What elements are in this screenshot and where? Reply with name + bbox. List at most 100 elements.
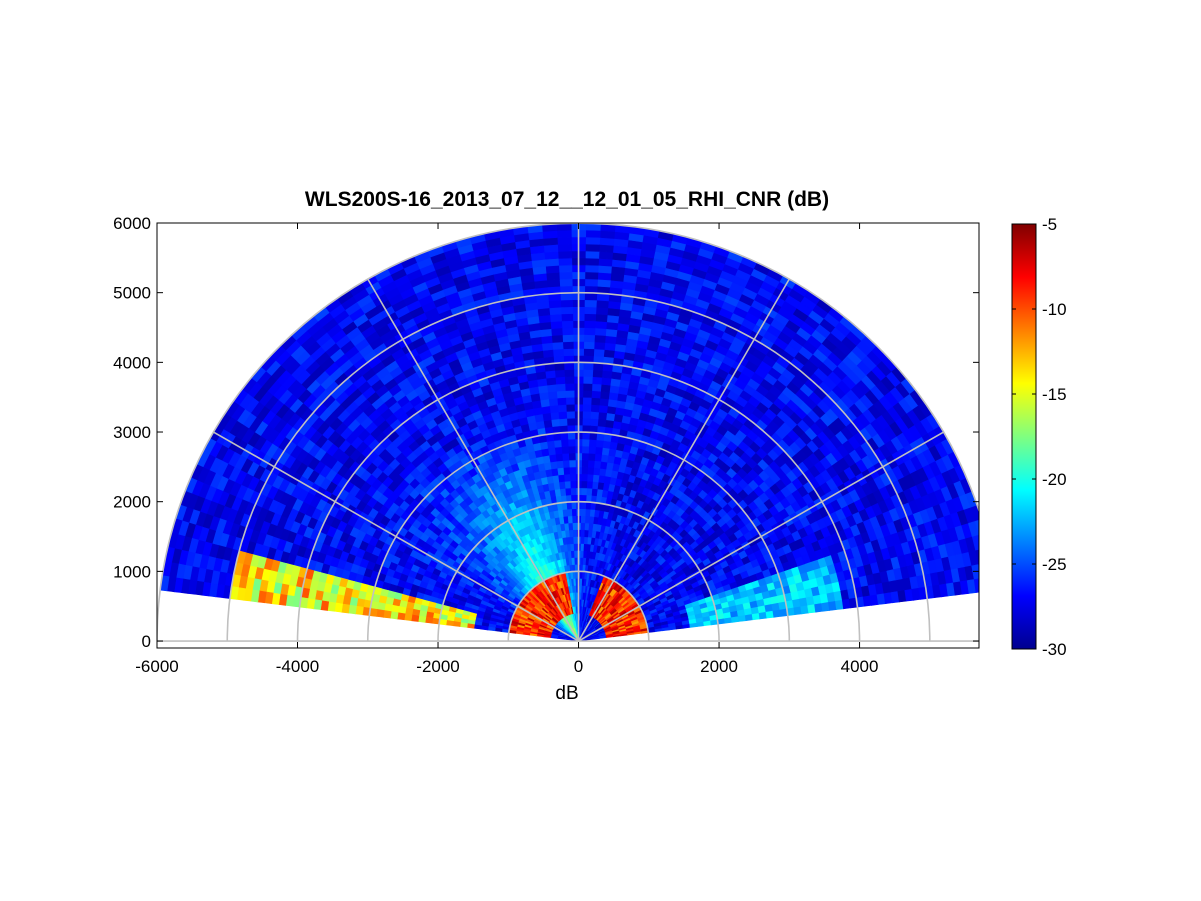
cnr-cell <box>547 390 558 400</box>
cnr-cell <box>585 229 601 238</box>
cnr-cell <box>567 438 576 447</box>
cnr-cell <box>555 460 564 469</box>
cnr-cell <box>559 278 573 287</box>
cnr-cell <box>563 369 575 377</box>
cnr-cell <box>557 474 565 483</box>
cnr-cell <box>585 501 592 510</box>
cnr-cell <box>585 243 600 252</box>
cnr-cell <box>584 299 597 308</box>
cnr-cell <box>410 614 420 622</box>
spoke-line <box>367 278 580 642</box>
cnr-cell <box>584 250 600 259</box>
cnr-cell <box>580 529 585 538</box>
spoke-line <box>578 431 944 642</box>
cnr-cell <box>587 452 596 461</box>
cnr-cell <box>974 519 979 535</box>
cnr-cell <box>584 271 599 280</box>
cnr-cell <box>584 508 591 517</box>
cnr-cell <box>580 480 588 489</box>
cnr-cell <box>601 369 613 379</box>
cnr-cell <box>568 466 576 475</box>
cnr-cell <box>549 404 559 414</box>
cnr-cell <box>602 440 611 449</box>
cnr-cell <box>590 397 601 406</box>
cnr-cell <box>568 452 576 461</box>
cnr-cell <box>598 467 607 477</box>
cnr-cell <box>558 264 573 273</box>
cnr-cell <box>580 487 587 496</box>
cnr-cell <box>553 439 562 448</box>
cnr-cell <box>424 616 434 624</box>
cnr-cell <box>562 348 574 357</box>
cnr-cell <box>581 445 590 454</box>
cnr-cell <box>566 417 576 426</box>
cnr-cell <box>584 264 599 273</box>
cnr-cell <box>571 515 577 524</box>
cnr-cell <box>582 382 593 391</box>
cnr-cell <box>564 375 575 384</box>
cnr-cell <box>598 258 613 267</box>
cnr-cell <box>554 369 565 378</box>
cnr-cell <box>580 522 586 531</box>
cnr-cell <box>581 459 589 468</box>
cnr-cell <box>556 390 567 399</box>
cnr-cell <box>591 383 602 392</box>
cnr-cell <box>982 547 992 563</box>
cnr-cell <box>582 396 592 405</box>
cnr-sectors <box>159 223 997 642</box>
cnr-cell <box>582 369 594 377</box>
cnr-cell <box>582 410 592 419</box>
cnr-cell <box>579 543 585 551</box>
spoke-line <box>577 278 790 642</box>
cnr-cell <box>543 244 559 253</box>
cnr-cell <box>452 621 461 627</box>
cnr-cell <box>597 418 607 428</box>
cnr-cell <box>599 397 609 407</box>
cnr-cell <box>988 576 997 591</box>
cnr-cell <box>582 362 594 371</box>
cnr-cell <box>580 515 586 524</box>
cnr-cell <box>583 334 596 343</box>
cnr-cell <box>584 278 599 287</box>
cnr-cell <box>568 459 576 468</box>
cnr-cell <box>580 501 587 510</box>
cnr-cell <box>595 313 608 323</box>
cnr-cell <box>375 609 385 618</box>
cnr-cell <box>548 299 562 309</box>
cnr-cell <box>560 306 574 315</box>
cnr-cell <box>564 389 575 398</box>
cnr-cell <box>466 623 475 629</box>
cnr-cell <box>584 257 600 266</box>
cnr-cell <box>572 529 578 538</box>
cnr-cell <box>569 480 577 489</box>
cnr-cell <box>587 459 595 468</box>
cnr-cell <box>564 382 575 391</box>
cnr-cell <box>579 564 583 572</box>
cnr-cell <box>557 250 573 259</box>
cnr-cell <box>570 501 577 510</box>
polar-grid <box>157 223 979 642</box>
cnr-cell <box>545 376 557 386</box>
cnr-cell <box>583 348 595 357</box>
cnr-cell <box>581 424 591 433</box>
cnr-cell <box>600 453 609 463</box>
cnr-cell <box>582 375 593 384</box>
cnr-cell <box>583 313 597 322</box>
cnr-cell <box>975 549 979 565</box>
cnr-cell <box>557 411 568 420</box>
cnr-cell <box>585 236 601 245</box>
cnr-cell <box>599 237 615 246</box>
cnr-cell <box>555 383 566 392</box>
cnr-cell <box>594 320 608 330</box>
cnr-cell <box>564 487 572 496</box>
cnr-cell <box>591 487 598 497</box>
cnr-cell <box>567 431 576 440</box>
cnr-cell <box>981 577 990 592</box>
cnr-cell <box>588 445 597 454</box>
cnr-cell <box>548 397 559 407</box>
cnr-cell <box>554 376 566 385</box>
cnr-cell <box>597 264 612 274</box>
cnr-cell <box>585 494 592 503</box>
cnr-cell <box>585 487 593 496</box>
cnr-cell <box>593 334 606 343</box>
